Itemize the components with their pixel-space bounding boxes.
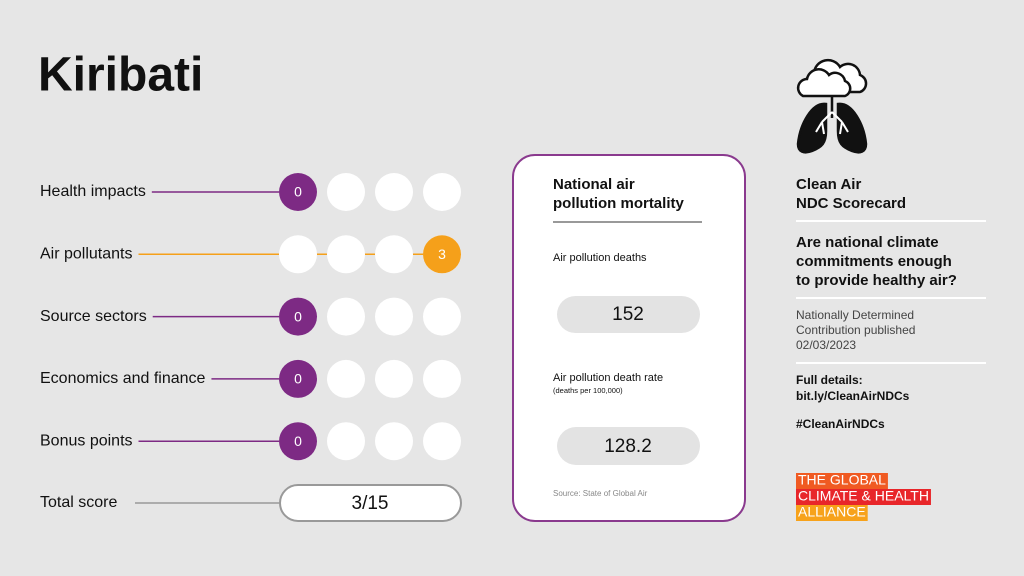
card-title: pollution mortality: [553, 195, 684, 212]
score-value: 0: [294, 433, 302, 449]
empty-dot: [327, 359, 365, 398]
question: to provide healthy air?: [796, 272, 957, 289]
logo-text: CLIMATE & HEALTH: [798, 488, 929, 504]
empty-dot: [375, 422, 413, 461]
score-dot: [279, 173, 317, 211]
details: Full details:: [796, 373, 863, 387]
row-label: Source sectors: [40, 308, 147, 325]
logo-band: [796, 505, 868, 521]
rate-pill: [557, 427, 700, 465]
logo-band: [796, 489, 931, 505]
deaths-pill: [557, 296, 700, 333]
empty-dot: [327, 173, 365, 211]
logo-band: [796, 473, 888, 489]
row-label: Air pollutants: [40, 246, 133, 263]
hashtag: #CleanAirNDCs: [796, 417, 885, 431]
empty-dot: [423, 359, 461, 398]
details-link[interactable]: bit.ly/CleanAirNDCs: [796, 389, 910, 403]
source: Source: State of Global Air: [553, 489, 648, 498]
logo-text: THE GLOBAL: [798, 472, 886, 488]
score-value: 3: [438, 246, 446, 262]
logo-text: ALLIANCE: [798, 504, 866, 520]
empty-dot: [327, 422, 365, 461]
sidebar-title: Clean Air: [796, 176, 861, 193]
published: 02/03/2023: [796, 338, 856, 352]
row-label: Bonus points: [40, 432, 133, 449]
score-dot: [279, 422, 317, 461]
rate-note: (deaths per 100,000): [553, 386, 623, 395]
rate-label: Air pollution death rate: [553, 372, 663, 384]
empty-dot: [375, 173, 413, 211]
country-title: Kiribati: [38, 49, 203, 102]
empty-dot: [423, 422, 461, 461]
total-value: 3/15: [352, 493, 389, 514]
rate-value: 128.2: [604, 436, 652, 457]
empty-dot: [423, 297, 461, 336]
empty-dot: [423, 173, 461, 211]
score-dot: [279, 297, 317, 336]
row-label: Economics and finance: [40, 370, 206, 387]
published: Contribution published: [796, 323, 915, 337]
total-pill: [279, 484, 462, 522]
empty-dot: [327, 235, 365, 274]
score-value: 0: [294, 184, 302, 200]
empty-dot: [375, 359, 413, 398]
question: commitments enough: [796, 253, 952, 270]
sidebar-title: NDC Scorecard: [796, 195, 906, 212]
card-title: National air: [553, 176, 635, 193]
deaths-label: Air pollution deaths: [553, 252, 647, 264]
score-dot: [423, 235, 461, 274]
row-label: Health impacts: [40, 183, 146, 200]
empty-dot: [375, 297, 413, 336]
score-value: 0: [294, 371, 302, 387]
empty-dot: [375, 235, 413, 274]
question: Are national climate: [796, 234, 939, 251]
score-dot: [279, 359, 317, 398]
empty-dot: [327, 297, 365, 336]
score-value: 0: [294, 308, 302, 324]
published: Nationally Determined: [796, 308, 914, 322]
cloud-lungs-icon: [796, 58, 868, 154]
empty-dot: [279, 235, 317, 274]
total-label: Total score: [40, 494, 117, 511]
deaths-value: 152: [612, 304, 644, 325]
